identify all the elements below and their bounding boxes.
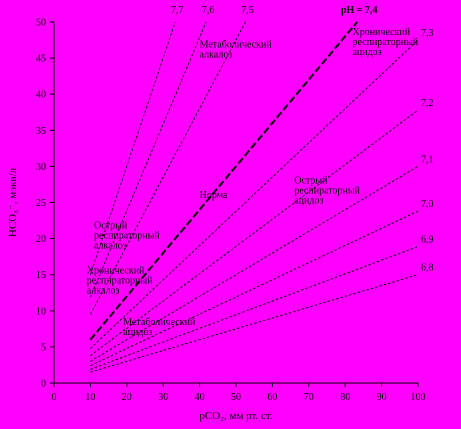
region-annotation: Острый респираторный ацидоз [294, 176, 360, 207]
isobar-label: 6,8 [421, 263, 434, 274]
isobar-line [89, 21, 358, 341]
x-tick-label: 10 [85, 392, 95, 403]
isobar-lines [89, 21, 419, 373]
y-tick-label: 0 [41, 379, 46, 390]
isobar-label: 7,3 [421, 28, 434, 39]
region-annotations: Метаболический алкалоз Хронический респират… [87, 27, 419, 338]
region-annotation: Острый респираторный алкалоз [94, 220, 160, 251]
y-tick-label: 5 [41, 342, 46, 353]
x-tick-label: 50 [231, 392, 241, 403]
isobar-label: 7,0 [421, 199, 434, 210]
region-annotation: Хронический респираторный ацидоз [352, 27, 418, 58]
region-annotation: Хронический респираторный алкалоз [87, 265, 153, 296]
region-annotation: Норма [200, 190, 228, 201]
y-tick-label: 10 [36, 306, 46, 317]
x-tick-label: 40 [195, 392, 205, 403]
y-tick-label: 30 [36, 162, 46, 173]
y-tick-label: 15 [36, 270, 46, 281]
x-tick-label: 100 [411, 392, 426, 403]
y-tick-label: 20 [36, 234, 46, 245]
x-tick-label: 80 [340, 392, 350, 403]
x-tick-label: 30 [158, 392, 168, 403]
isobar-label: 7,5 [241, 5, 254, 16]
x-tick-label: 90 [377, 392, 387, 403]
tick-marks [50, 21, 419, 387]
isobar-label: 7,2 [421, 98, 434, 109]
x-tick-label: 0 [52, 392, 57, 403]
isobar-line [89, 21, 207, 298]
isobar-line [90, 210, 419, 367]
isobar-line [90, 274, 419, 373]
y-tick-label: 45 [36, 54, 46, 65]
isobar-label: 7,7 [171, 5, 184, 16]
region-annotation: Метаболический алкалоз [200, 39, 273, 60]
region-annotation: Метаболический ацидоз [123, 317, 196, 338]
y-tick-label: 40 [36, 90, 46, 101]
x-tick-label: 70 [304, 392, 314, 403]
isobar-line [89, 21, 176, 275]
x-tick-label: 60 [267, 392, 277, 403]
isobar-label: 6,9 [421, 235, 434, 246]
isobar-labels: 7,7 7,6 7,5 pH = 7,4 7,3 7,2 7,1 7,0 6,9 6,8 [171, 5, 434, 274]
isobar-label: 7,6 [202, 5, 215, 16]
y-tick-label: 50 [36, 18, 46, 29]
isobar-line [90, 39, 419, 349]
y-axis-label: HCO₃⁻, мэкв/л [7, 167, 19, 237]
isobar-line [90, 166, 419, 362]
y-tick-label: 25 [36, 198, 46, 209]
x-tick-label: 20 [122, 392, 132, 403]
isobar-label: pH = 7,4 [341, 5, 378, 16]
isobar-line [90, 109, 419, 356]
x-axis-label: pCO₂, мм рт. ст. [199, 410, 272, 422]
y-tick-labels: 0 5 10 15 20 25 30 35 40 45 50 [36, 18, 46, 390]
x-tick-labels: 0 10 20 30 40 50 60 70 80 90 100 [52, 392, 426, 403]
y-tick-label: 35 [36, 126, 46, 137]
isobar-label: 7,1 [421, 154, 434, 165]
isobar-line [90, 21, 246, 315]
